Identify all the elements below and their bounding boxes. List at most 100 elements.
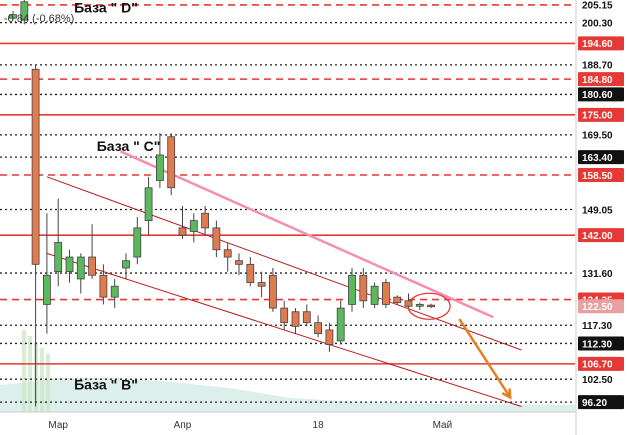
level-label-bg: [578, 228, 624, 243]
candle-body: [393, 296, 402, 304]
volume-bar: [40, 348, 44, 412]
candle-body: [280, 307, 289, 324]
candle-body: [427, 304, 436, 308]
candle: [122, 253, 130, 279]
candle-body: [415, 304, 424, 307]
level-label-bg: [578, 72, 624, 87]
level-label-bg: [578, 107, 624, 122]
candle: [201, 206, 210, 236]
candle-body: [167, 136, 176, 189]
candle: [9, 10, 17, 21]
candle: [415, 302, 424, 310]
candle-body: [291, 311, 300, 327]
candle-body: [268, 274, 277, 309]
time-tick-label: Мар: [48, 420, 68, 431]
candle-body: [43, 274, 51, 305]
level-label-bg: [578, 36, 624, 51]
level-label: 131.60: [582, 269, 613, 280]
candle: [65, 249, 74, 283]
level-label: 188.70: [582, 61, 613, 72]
level-label: 102.50: [582, 375, 613, 386]
level-label-bg: [578, 395, 624, 410]
candle: [268, 267, 277, 312]
volume-bar: [46, 354, 50, 412]
candle: [99, 264, 108, 305]
channel-upper-line: [46, 176, 522, 351]
level-label: 180.60: [582, 90, 613, 101]
volume-bar: [22, 330, 26, 412]
level-label: 169.50: [582, 131, 613, 142]
candle-body: [54, 242, 63, 273]
candle: [393, 295, 402, 305]
candle: [370, 282, 379, 309]
candle: [189, 213, 198, 243]
level-label-bg: [578, 318, 624, 333]
forecast-arrow-line: [458, 318, 512, 399]
price-change-readout: -0.84 (-0.68%): [4, 13, 74, 25]
base-label: База " B": [74, 377, 138, 393]
candle-body: [404, 300, 413, 307]
candle: [257, 271, 266, 298]
time-tick-label: Май: [433, 420, 453, 431]
level-label-bg: [578, 266, 624, 281]
candle-body: [122, 260, 130, 269]
candle-body: [325, 329, 334, 345]
price-axis: 205.15 200.30 194.60 188.70 184.80 180.60 175.…: [575, 0, 628, 435]
candle: [167, 133, 176, 196]
time-tick-label: Апр: [174, 420, 192, 431]
candle-body: [314, 322, 323, 335]
level-label: 149.05: [582, 205, 613, 216]
level-label: 200.30: [582, 18, 613, 29]
candle: [88, 224, 96, 279]
candle-body: [178, 227, 187, 236]
candle: [178, 206, 187, 239]
level-label-bg: [578, 336, 624, 351]
resistance-line: [119, 150, 494, 319]
candle-body: [381, 282, 390, 305]
candle: [155, 133, 164, 188]
candle-body: [9, 14, 17, 19]
candle-body: [144, 187, 153, 221]
level-label-bg: [578, 168, 624, 183]
candle-body: [336, 307, 345, 342]
level-label-bg: [578, 150, 624, 165]
level-label-bg: [578, 15, 624, 30]
candle-body: [155, 154, 164, 181]
candle-body: [246, 263, 255, 283]
candle-body: [370, 285, 379, 305]
candle: [43, 213, 51, 334]
level-label: 158.50: [582, 171, 613, 182]
candle-body: [31, 68, 40, 265]
level-label: 96.20: [582, 398, 607, 409]
candle: [280, 300, 289, 330]
level-label-bg: [578, 356, 624, 371]
candle-body: [359, 274, 368, 302]
base-label: База " D": [74, 0, 138, 15]
candle-body: [20, 1, 29, 21]
base-label: База " C": [97, 138, 161, 154]
candle-body: [348, 274, 356, 305]
candle: [246, 257, 255, 287]
candle: [359, 267, 368, 309]
level-label: 163.40: [582, 153, 613, 164]
level-label: 175.00: [582, 111, 613, 122]
level-label: 112.30: [582, 339, 612, 350]
candle-body: [133, 227, 142, 258]
candle: [223, 242, 232, 272]
annotations: База " D" База " C" База " B": [74, 0, 160, 393]
volume-shade: [0, 378, 575, 412]
candle: [325, 322, 334, 352]
candle-body: [110, 285, 119, 298]
level-label: 194.60: [582, 39, 613, 50]
candle-body: [235, 260, 243, 265]
level-label: 184.80: [582, 75, 613, 86]
candle: [302, 304, 311, 327]
price-levels: [0, 4, 575, 403]
level-label: 106.70: [582, 360, 613, 371]
candle-body: [201, 212, 210, 229]
candle-body: [76, 256, 85, 280]
candle-body: [223, 249, 232, 258]
level-label-bg: [578, 299, 624, 314]
